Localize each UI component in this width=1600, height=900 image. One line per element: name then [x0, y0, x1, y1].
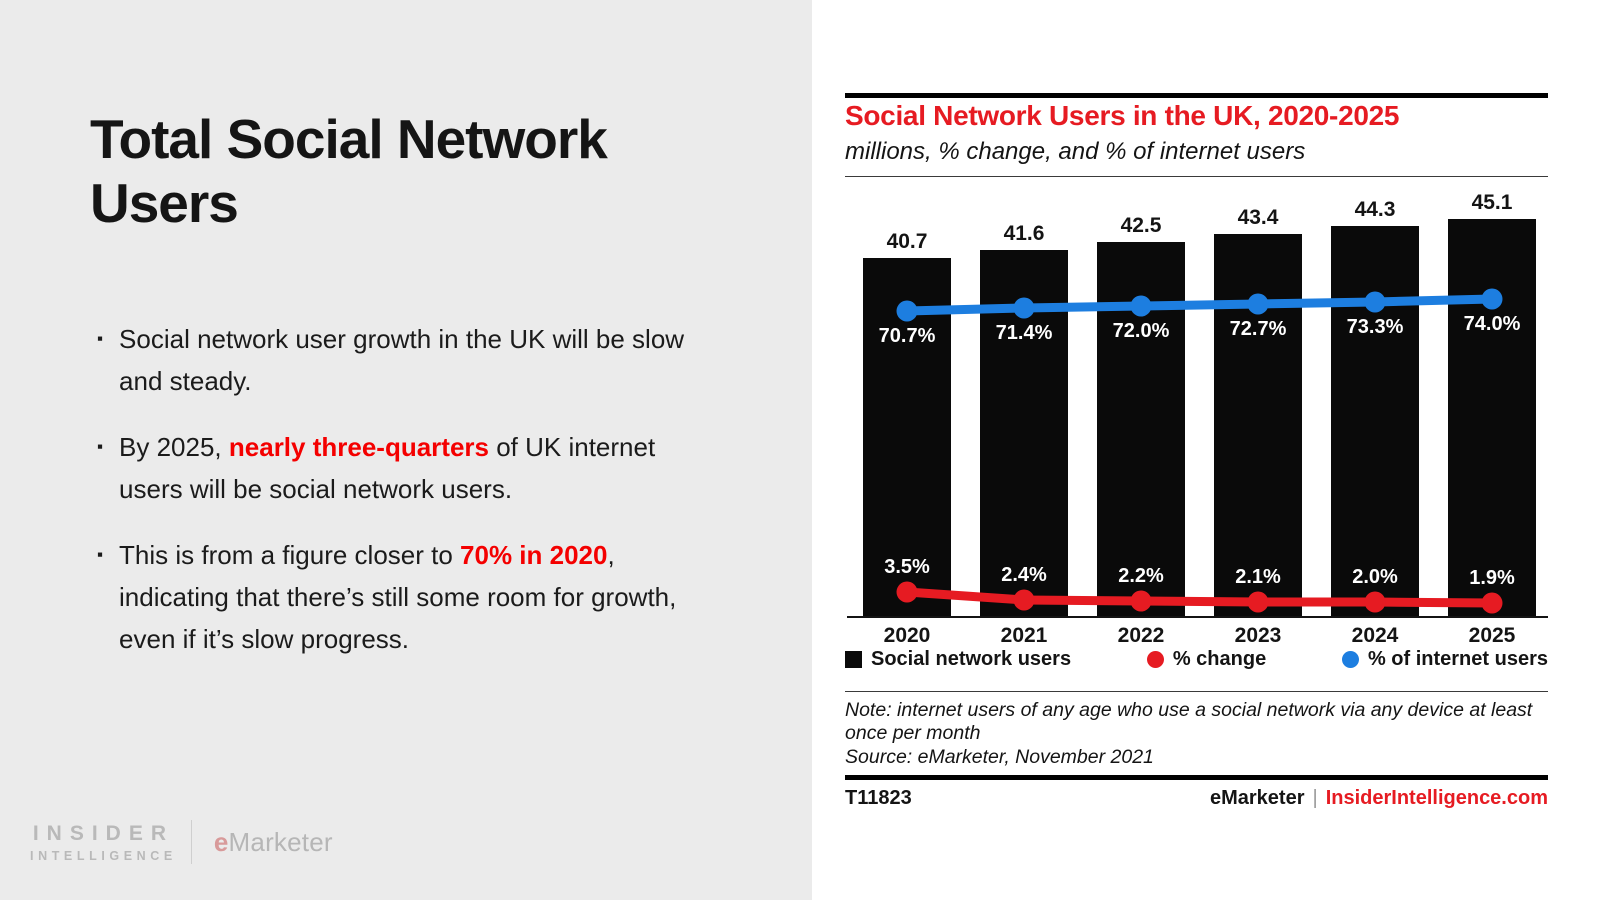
footer-separator: | — [1312, 787, 1318, 809]
bullet-item: ▪ Social network user growth in the UK w… — [97, 318, 745, 402]
bullet-item: ▪ This is from a figure closer to 70% in… — [97, 534, 745, 660]
pct-change-point — [1481, 592, 1503, 614]
x-tick-2024: 2024 — [1351, 624, 1399, 647]
pct-change-line — [906, 587, 1493, 608]
internet-users-label: 71.4% — [995, 322, 1053, 344]
legend-item-pct-change: % change — [1146, 648, 1266, 671]
footer-emarketer: eMarketer — [1209, 787, 1305, 809]
x-tick-2020: 2020 — [883, 624, 931, 647]
bar-value-label: 45.1 — [1471, 191, 1513, 214]
internet-users-label: 72.7% — [1229, 318, 1287, 340]
bullet-text: Social network user growth in the UK wil… — [119, 324, 685, 396]
bullet-text: By 2025, nearly three-quarters of UK int… — [119, 432, 656, 504]
internet-users-label: 70.7% — [878, 325, 936, 347]
bullet-marker-icon: ▪ — [97, 329, 104, 348]
chart-title: Social Network Users in the UK, 2020-202… — [845, 100, 1400, 131]
bullet-list: ▪ Social network user growth in the UK w… — [97, 318, 745, 684]
left-panel — [0, 0, 812, 900]
pct-change-point — [896, 581, 918, 603]
insider-intelligence-logo: INSIDER INTELLIGENCE — [30, 821, 177, 863]
bar-value-label: 42.5 — [1120, 214, 1162, 237]
highlight-red: nearly three-quarters — [228, 432, 489, 462]
internet-users-point — [1013, 297, 1035, 319]
bar-value-label: 41.6 — [1003, 222, 1045, 245]
pct-change-label: 1.9% — [1469, 567, 1515, 589]
internet-users-line — [906, 294, 1493, 316]
internet-users-point — [896, 300, 918, 322]
bullet-marker-icon: ▪ — [97, 437, 104, 456]
black-square-swatch-icon — [845, 651, 862, 668]
bar-2025 — [1448, 219, 1536, 616]
bar-2024 — [1331, 226, 1419, 616]
chart-footer: T11823 eMarketer | InsiderIntelligence.com — [845, 787, 1548, 810]
legend-item-social-network-users: Social network users — [845, 648, 1071, 671]
chart-id: T11823 — [845, 787, 912, 809]
chart-top-rule — [845, 93, 1548, 98]
legend-item-pct-internet-users: % of internet users — [1341, 648, 1548, 671]
emarketer-logo: eMarketer — [213, 826, 333, 857]
red-dot-swatch-icon — [1146, 651, 1164, 668]
internet-users-point — [1247, 293, 1269, 315]
chart-plot-area: 40.7 2020 41.6 2021 42.5 2022 43.4 2023 44.3 2024… — [845, 186, 1548, 647]
bullet-text: This is from a figure closer to 70% in 2… — [119, 540, 677, 654]
insider-intelligence-link[interactable]: InsiderIntelligence.com — [1325, 787, 1548, 809]
chart-legend-rule — [845, 691, 1548, 692]
page-title: Total Social Network Users — [90, 107, 608, 235]
bar-value-label: 44.3 — [1354, 198, 1396, 221]
x-axis-line — [847, 616, 1548, 618]
note-text: Note: internet users of any age who use … — [845, 699, 1533, 745]
pct-change-label: 2.0% — [1352, 566, 1398, 588]
chart-subtitle: millions, % change, and % of internet us… — [845, 138, 1306, 165]
logo-divider — [190, 820, 192, 864]
internet-users-label: 74.0% — [1463, 313, 1521, 335]
chart-footer-brands: eMarketer | InsiderIntelligence.com — [1210, 787, 1548, 810]
internet-users-label: 73.3% — [1346, 316, 1404, 338]
blue-dot-swatch-icon — [1341, 651, 1359, 668]
x-tick-2025: 2025 — [1468, 624, 1516, 647]
pct-change-point — [1364, 591, 1386, 613]
pct-change-point — [1247, 591, 1269, 613]
internet-users-point — [1481, 288, 1503, 310]
pct-change-point — [1130, 590, 1152, 612]
line-series-overlay — [896, 288, 1503, 614]
x-tick-2022: 2022 — [1117, 624, 1165, 647]
highlight-red: 70% in 2020 — [460, 540, 608, 570]
pct-change-point — [1013, 589, 1035, 611]
pct-change-label: 3.5% — [884, 556, 930, 578]
chart-bottom-rule — [845, 775, 1548, 780]
x-tick-2023: 2023 — [1234, 624, 1282, 647]
internet-users-point — [1364, 291, 1386, 313]
brand-footer: INSIDER INTELLIGENCE eMarketer — [30, 820, 333, 864]
chart-subtitle-rule — [845, 176, 1548, 177]
internet-users-label: 72.0% — [1112, 320, 1170, 342]
x-tick-2021: 2021 — [1000, 624, 1048, 647]
chart-note: Note: internet users of any age who use … — [845, 699, 1548, 769]
chart-legend: Social network users % change % of inter… — [845, 648, 1548, 671]
bullet-marker-icon: ▪ — [97, 545, 104, 564]
pct-change-label: 2.1% — [1235, 566, 1281, 588]
pct-change-label: 2.2% — [1118, 565, 1164, 587]
pct-change-label: 2.4% — [1001, 564, 1047, 586]
internet-users-point — [1130, 295, 1152, 317]
bullet-item: ▪ By 2025, nearly three-quarters of UK i… — [97, 426, 745, 510]
bar-value-label: 43.4 — [1237, 206, 1279, 229]
source-text: Source: eMarketer, November 2021 — [845, 745, 1154, 768]
bar-value-label: 40.7 — [886, 230, 928, 253]
